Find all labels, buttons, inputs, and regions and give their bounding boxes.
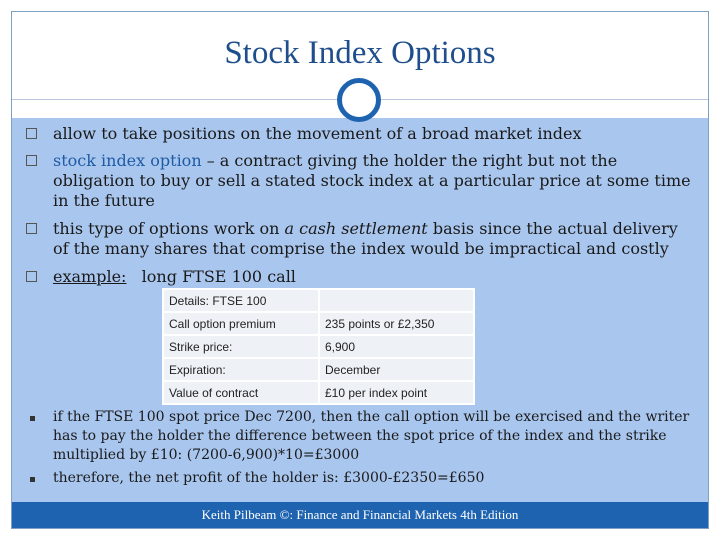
table-row: Expiration: December xyxy=(162,357,475,382)
square-bullet-icon xyxy=(30,416,35,421)
bullet-text: this type of options work on a cash sett… xyxy=(26,219,696,259)
bullet-text-rest: – a contract giving the holder the right… xyxy=(53,151,691,210)
bullet-text: stock index option – a contract giving t… xyxy=(26,151,696,211)
example-text: long FTSE 100 call xyxy=(126,267,296,286)
bullet-text: example: long FTSE 100 call xyxy=(26,267,696,287)
bullet-item-3: this type of options work on a cash sett… xyxy=(26,219,696,259)
sub-bullet-item-2: therefore, the net profit of the holder … xyxy=(26,469,691,488)
table-cell: 6,900 xyxy=(318,334,475,359)
bullet-item-2: stock index option – a contract giving t… xyxy=(26,151,696,211)
slide-title: Stock Index Options xyxy=(224,35,496,71)
bullet-text-pre: this type of options work on xyxy=(53,219,285,238)
table-cell: Expiration: xyxy=(162,357,320,382)
square-bullet-icon xyxy=(26,155,37,166)
bullet-text-post: basis since the actual delivery of the m… xyxy=(53,219,678,258)
table-cell: Details: FTSE 100 xyxy=(162,288,320,313)
sub-bullet-text: therefore, the net profit of the holder … xyxy=(53,470,485,486)
details-table: Details: FTSE 100 Call option premium 23… xyxy=(162,288,475,405)
table-cell xyxy=(318,288,475,313)
square-bullet-icon xyxy=(26,271,37,282)
table-row: Details: FTSE 100 xyxy=(162,288,475,313)
square-bullet-icon xyxy=(26,223,37,234)
bullet-item-1: allow to take positions on the movement … xyxy=(26,124,696,144)
table-row: Call option premium 235 points or £2,350 xyxy=(162,311,475,336)
footer-bar: Keith Pilbeam ©: Finance and Financial M… xyxy=(12,502,708,528)
emphasis-text: a cash settlement xyxy=(284,219,428,238)
table-cell: Value of contract xyxy=(162,380,320,405)
table-cell: Strike price: xyxy=(162,334,320,359)
highlight-term: stock index option xyxy=(53,151,202,170)
square-bullet-icon xyxy=(26,128,37,139)
table-cell: December xyxy=(318,357,475,382)
table-row: Strike price: 6,900 xyxy=(162,334,475,359)
sub-bullet-text: if the FTSE 100 spot price Dec 7200, the… xyxy=(53,409,690,463)
example-label: example: xyxy=(53,267,127,286)
bullet-text: allow to take positions on the movement … xyxy=(53,124,582,143)
square-bullet-icon xyxy=(30,477,35,482)
sub-bullet-item-1: if the FTSE 100 spot price Dec 7200, the… xyxy=(26,408,691,465)
table-cell: 235 points or £2,350 xyxy=(318,311,475,336)
circle-ornament-icon xyxy=(337,78,381,122)
bullet-item-4: example: long FTSE 100 call xyxy=(26,267,696,287)
table-cell: £10 per index point xyxy=(318,380,475,405)
table-row: Value of contract £10 per index point xyxy=(162,380,475,405)
table-cell: Call option premium xyxy=(162,311,320,336)
